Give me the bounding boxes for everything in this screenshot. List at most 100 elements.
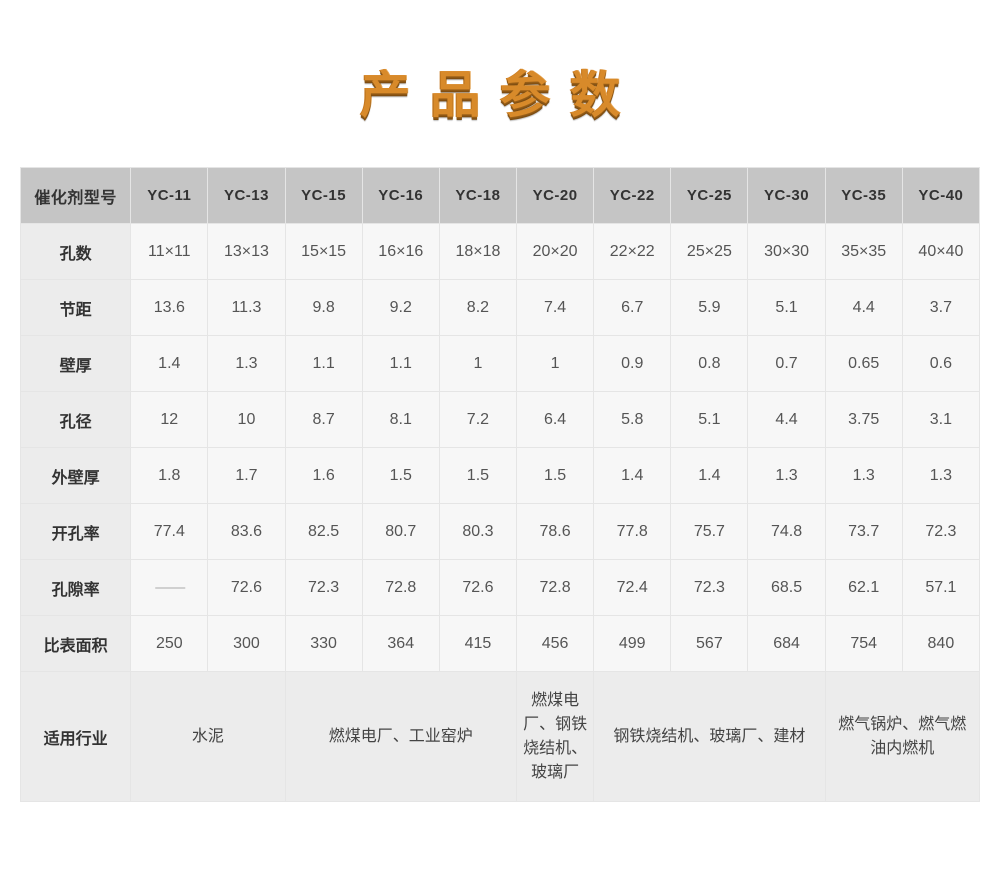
cell: 78.6 <box>517 504 594 560</box>
row-label: 开孔率 <box>21 504 131 560</box>
cell: 5.1 <box>671 392 748 448</box>
cell: 364 <box>362 616 439 672</box>
cell: 75.7 <box>671 504 748 560</box>
col-header: YC-15 <box>285 168 362 224</box>
cell: 20×20 <box>517 224 594 280</box>
cell: 13.6 <box>131 280 208 336</box>
cell: 40×40 <box>902 224 979 280</box>
industry-cell: 水泥 <box>131 672 285 802</box>
cell: 1.5 <box>362 448 439 504</box>
cell: 499 <box>594 616 671 672</box>
cell: 0.6 <box>902 336 979 392</box>
cell: 1.1 <box>362 336 439 392</box>
cell: —— <box>131 560 208 616</box>
cell: 10 <box>208 392 285 448</box>
cell: 62.1 <box>825 560 902 616</box>
header-label: 催化剂型号 <box>21 168 131 224</box>
cell: 9.8 <box>285 280 362 336</box>
cell: 8.1 <box>362 392 439 448</box>
cell: 9.2 <box>362 280 439 336</box>
spec-table-container: 催化剂型号 YC-11 YC-13 YC-15 YC-16 YC-18 YC-2… <box>0 167 1000 802</box>
cell: 330 <box>285 616 362 672</box>
row-label: 节距 <box>21 280 131 336</box>
row-label: 孔隙率 <box>21 560 131 616</box>
col-header: YC-40 <box>902 168 979 224</box>
cell: 8.2 <box>439 280 516 336</box>
cell: 754 <box>825 616 902 672</box>
row-label: 孔数 <box>21 224 131 280</box>
cell: 16×16 <box>362 224 439 280</box>
table-header: 催化剂型号 YC-11 YC-13 YC-15 YC-16 YC-18 YC-2… <box>21 168 980 224</box>
col-header: YC-20 <box>517 168 594 224</box>
table-row: 孔数11×1113×1315×1516×1618×1820×2022×2225×… <box>21 224 980 280</box>
col-header: YC-16 <box>362 168 439 224</box>
industry-row: 适用行业水泥燃煤电厂、工业窑炉燃煤电厂、钢铁烧结机、玻璃厂钢铁烧结机、玻璃厂、建… <box>21 672 980 802</box>
cell: 72.8 <box>517 560 594 616</box>
col-header: YC-11 <box>131 168 208 224</box>
cell: 6.7 <box>594 280 671 336</box>
cell: 456 <box>517 616 594 672</box>
col-header: YC-18 <box>439 168 516 224</box>
cell: 1.5 <box>439 448 516 504</box>
cell: 30×30 <box>748 224 825 280</box>
industry-cell: 钢铁烧结机、玻璃厂、建材 <box>594 672 825 802</box>
cell: 5.1 <box>748 280 825 336</box>
table-row: 节距13.611.39.89.28.27.46.75.95.14.43.7 <box>21 280 980 336</box>
table-row: 开孔率77.483.682.580.780.378.677.875.774.87… <box>21 504 980 560</box>
page-title: 产品参数 <box>0 0 1000 167</box>
cell: 11×11 <box>131 224 208 280</box>
cell: 0.65 <box>825 336 902 392</box>
cell: 1.4 <box>594 448 671 504</box>
cell: 82.5 <box>285 504 362 560</box>
cell: 80.7 <box>362 504 439 560</box>
cell: 1.3 <box>208 336 285 392</box>
cell: 18×18 <box>439 224 516 280</box>
cell: 57.1 <box>902 560 979 616</box>
cell: 73.7 <box>825 504 902 560</box>
cell: 5.9 <box>671 280 748 336</box>
cell: 300 <box>208 616 285 672</box>
cell: 3.75 <box>825 392 902 448</box>
cell: 83.6 <box>208 504 285 560</box>
cell: 250 <box>131 616 208 672</box>
cell: 4.4 <box>825 280 902 336</box>
cell: 0.8 <box>671 336 748 392</box>
cell: 72.8 <box>362 560 439 616</box>
cell: 3.1 <box>902 392 979 448</box>
cell: 1.6 <box>285 448 362 504</box>
cell: 1.7 <box>208 448 285 504</box>
cell: 5.8 <box>594 392 671 448</box>
industry-cell: 燃气锅炉、燃气燃油内燃机 <box>825 672 979 802</box>
row-label: 比表面积 <box>21 616 131 672</box>
spec-table: 催化剂型号 YC-11 YC-13 YC-15 YC-16 YC-18 YC-2… <box>20 167 980 802</box>
cell: 72.6 <box>208 560 285 616</box>
cell: 72.3 <box>671 560 748 616</box>
row-label: 壁厚 <box>21 336 131 392</box>
table-row: 比表面积250300330364415456499567684754840 <box>21 616 980 672</box>
cell: 3.7 <box>902 280 979 336</box>
table-body: 孔数11×1113×1315×1516×1618×1820×2022×2225×… <box>21 224 980 802</box>
cell: 77.8 <box>594 504 671 560</box>
cell: 684 <box>748 616 825 672</box>
cell: 6.4 <box>517 392 594 448</box>
col-header: YC-25 <box>671 168 748 224</box>
industry-cell: 燃煤电厂、工业窑炉 <box>285 672 516 802</box>
cell: 77.4 <box>131 504 208 560</box>
cell: 1.4 <box>671 448 748 504</box>
cell: 22×22 <box>594 224 671 280</box>
cell: 1 <box>517 336 594 392</box>
cell: 1 <box>439 336 516 392</box>
title-text: 产品参数 <box>360 55 640 127</box>
cell: 68.5 <box>748 560 825 616</box>
row-label: 适用行业 <box>21 672 131 802</box>
cell: 0.9 <box>594 336 671 392</box>
cell: 1.8 <box>131 448 208 504</box>
cell: 7.2 <box>439 392 516 448</box>
cell: 11.3 <box>208 280 285 336</box>
cell: 1.1 <box>285 336 362 392</box>
cell: 1.5 <box>517 448 594 504</box>
cell: 1.4 <box>131 336 208 392</box>
cell: 15×15 <box>285 224 362 280</box>
table-row: 孔隙率——72.672.372.872.672.872.472.368.562.… <box>21 560 980 616</box>
cell: 8.7 <box>285 392 362 448</box>
